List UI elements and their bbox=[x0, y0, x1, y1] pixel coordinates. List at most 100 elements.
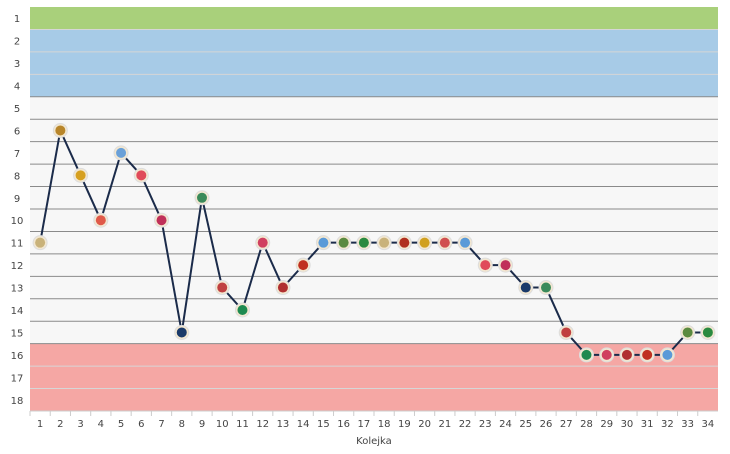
y-tick-label: 1 bbox=[14, 14, 20, 25]
x-tick-label: 34 bbox=[702, 419, 715, 430]
opponent-badge-point bbox=[498, 257, 514, 273]
y-tick-label: 6 bbox=[14, 126, 20, 137]
x-tick-label: 30 bbox=[621, 419, 634, 430]
x-axis-ticks: 1 2 3 4 5 6 7 8 9 10 11 12 13 14 15 16 17 18 19 20 21 22 23 24 2… bbox=[29, 411, 715, 430]
y-tick-label: 3 bbox=[14, 59, 20, 70]
y-tick-label: 17 bbox=[11, 373, 24, 384]
x-tick-label: 27 bbox=[560, 419, 573, 430]
y-tick-label: 14 bbox=[11, 306, 24, 317]
x-tick-label: 32 bbox=[661, 419, 674, 430]
club-crest-icon bbox=[257, 237, 268, 248]
y-tick-label: 18 bbox=[11, 396, 24, 407]
opponent-badge-point bbox=[214, 280, 230, 296]
x-axis-label: Kolejka bbox=[356, 436, 392, 447]
club-crest-icon bbox=[662, 349, 673, 360]
opponent-badge-point bbox=[194, 190, 210, 206]
opponent-badge-point bbox=[619, 347, 635, 363]
x-tick-label: 11 bbox=[236, 419, 249, 430]
x-tick-label: 13 bbox=[277, 419, 290, 430]
y-tick-label: 12 bbox=[11, 261, 24, 272]
x-tick-label: 20 bbox=[418, 419, 431, 430]
y-tick-label: 9 bbox=[14, 194, 20, 205]
x-tick-label: 1 bbox=[37, 419, 43, 430]
opponent-badge-point bbox=[639, 347, 655, 363]
y-tick-label: 5 bbox=[14, 104, 20, 115]
club-crest-icon bbox=[419, 237, 430, 248]
club-crest-icon bbox=[621, 349, 632, 360]
club-crest-icon bbox=[95, 215, 106, 226]
club-crest-icon bbox=[520, 282, 531, 293]
x-tick-label: 26 bbox=[540, 419, 553, 430]
opponent-badge-point bbox=[477, 257, 493, 273]
opponent-badge-point bbox=[578, 347, 594, 363]
y-tick-label: 15 bbox=[11, 328, 24, 339]
y-tick-label: 10 bbox=[11, 216, 24, 227]
zone-band bbox=[30, 96, 718, 344]
club-crest-icon bbox=[237, 305, 248, 315]
club-crest-icon bbox=[561, 327, 572, 338]
opponent-badge-point bbox=[133, 167, 149, 183]
x-tick-label: 21 bbox=[438, 419, 451, 430]
opponent-badge-point bbox=[437, 235, 453, 251]
opponent-badge-point bbox=[700, 324, 716, 340]
club-crest-icon bbox=[298, 260, 309, 271]
opponent-badge-point bbox=[457, 235, 473, 251]
opponent-badge-point bbox=[356, 235, 372, 251]
zone-band bbox=[30, 29, 718, 97]
y-tick-label: 7 bbox=[14, 149, 20, 160]
y-tick-label: 4 bbox=[14, 82, 20, 93]
club-crest-icon bbox=[338, 237, 349, 248]
club-crest-icon bbox=[35, 237, 46, 248]
club-crest-icon bbox=[176, 327, 187, 338]
club-crest-icon bbox=[277, 282, 288, 293]
x-tick-label: 4 bbox=[98, 419, 104, 430]
position-line bbox=[39, 127, 708, 356]
opponent-badge-point bbox=[73, 167, 89, 183]
club-crest-icon bbox=[601, 349, 612, 360]
club-crest-icon bbox=[642, 349, 653, 360]
x-tick-label: 17 bbox=[358, 419, 371, 430]
opponent-badge-point bbox=[234, 302, 250, 318]
zone-band bbox=[30, 7, 718, 30]
opponent-badge-point bbox=[518, 280, 534, 296]
opponent-badge-point bbox=[417, 235, 433, 251]
opponent-badge-point bbox=[376, 235, 392, 251]
x-tick-label: 9 bbox=[199, 419, 205, 430]
club-crest-icon bbox=[379, 237, 390, 248]
club-crest-icon bbox=[500, 260, 511, 271]
opponent-badge-point bbox=[174, 324, 190, 340]
club-crest-icon bbox=[136, 170, 147, 181]
club-crest-icon bbox=[439, 237, 450, 248]
opponent-badge-point bbox=[154, 212, 170, 228]
y-tick-label: 13 bbox=[11, 284, 24, 295]
x-tick-label: 31 bbox=[641, 419, 654, 430]
opponent-badge-point bbox=[336, 235, 352, 251]
x-tick-label: 8 bbox=[179, 419, 185, 430]
club-crest-icon bbox=[682, 327, 693, 338]
x-tick-label: 7 bbox=[158, 419, 164, 430]
y-tick-label: 2 bbox=[14, 37, 20, 48]
opponent-badge-point bbox=[659, 347, 675, 363]
club-crest-icon bbox=[399, 237, 410, 248]
club-crest-icon bbox=[55, 125, 66, 136]
opponent-badge-point bbox=[295, 257, 311, 273]
x-tick-label: 15 bbox=[317, 419, 330, 430]
x-tick-label: 14 bbox=[297, 419, 310, 430]
opponent-badge-point bbox=[396, 235, 412, 251]
x-tick-label: 16 bbox=[337, 419, 350, 430]
club-crest-icon bbox=[217, 282, 228, 293]
club-crest-icon bbox=[318, 237, 329, 248]
club-crest-icon bbox=[116, 147, 127, 158]
club-crest-icon bbox=[460, 237, 471, 248]
zone-band bbox=[30, 343, 718, 411]
x-tick-label: 12 bbox=[256, 419, 269, 430]
opponent-badge-point bbox=[93, 212, 109, 228]
opponent-badge-point bbox=[315, 235, 331, 251]
opponent-badge-point bbox=[113, 145, 129, 161]
y-tick-label: 16 bbox=[11, 351, 24, 362]
x-tick-label: 3 bbox=[77, 419, 83, 430]
club-crest-icon bbox=[75, 170, 86, 181]
x-tick-label: 25 bbox=[519, 419, 532, 430]
opponent-badge-point bbox=[32, 235, 48, 251]
opponent-badge-point bbox=[275, 280, 291, 296]
